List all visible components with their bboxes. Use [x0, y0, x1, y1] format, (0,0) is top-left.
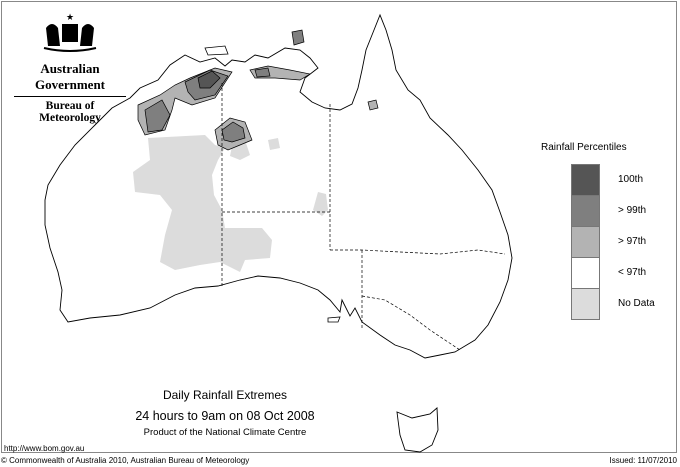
government-logo: ★ Australian Government Bureau of Meteor…: [10, 12, 130, 124]
tasmania-coastline: [396, 407, 439, 453]
border-qld-nsw: [330, 249, 506, 255]
map-product: Product of the National Climate Centre: [143, 427, 307, 438]
legend-swatch-97th: [571, 227, 600, 258]
above-99th-region-arnhem: [254, 67, 271, 78]
copyright: © Commonwealth of Australia 2010, Austra…: [1, 456, 250, 465]
percentile-100-region: [197, 70, 221, 89]
legend-label: > 97th: [618, 236, 647, 247]
legend-label: > 99th: [618, 205, 647, 216]
legend-swatches: [571, 164, 600, 320]
above-99th-region: [144, 99, 171, 133]
legend-swatch-below-97th: [571, 258, 600, 289]
map-title: Daily Rainfall Extremes: [162, 388, 288, 402]
legend-swatch-no-data: [571, 289, 600, 320]
legend-swatch-99th: [571, 196, 600, 227]
legend: Rainfall Percentiles 100th > 99th > 97th…: [541, 142, 655, 320]
kangaroo-island: [327, 316, 341, 323]
no-data-region-nt2: [268, 138, 280, 150]
legend-label: < 97th: [618, 267, 647, 278]
website-link[interactable]: http://www.bom.gov.au: [4, 444, 85, 453]
mainland-coastline: [44, 13, 513, 359]
above-97th-region-gulf: [367, 99, 379, 111]
legend-title: Rainfall Percentiles: [541, 142, 627, 153]
government-name: Australian Government: [34, 61, 106, 92]
map-titles: Daily Rainfall Extremes 24 hours to 9am …: [100, 388, 350, 438]
border-nsw-vic: [361, 295, 461, 351]
melville-island: [204, 45, 229, 56]
legend-swatch-100th: [571, 164, 600, 196]
above-99th-region-nt: [221, 121, 246, 143]
no-data-region-wa: [133, 135, 272, 272]
no-data-region-nt: [313, 192, 328, 216]
coat-of-arms-icon: ★: [43, 12, 97, 52]
above-99th-region-capeyork: [291, 29, 305, 46]
map-period: 24 hours to 9am on 08 Oct 2008: [135, 409, 315, 423]
legend-label: 100th: [618, 174, 644, 185]
issued-date: Issued: 11/07/2010: [609, 456, 677, 465]
svg-text:★: ★: [66, 12, 74, 22]
legend-label: No Data: [618, 298, 655, 309]
agency-name: Bureau of Meteorology: [14, 96, 126, 124]
map-frame: [1, 1, 677, 453]
state-borders: [221, 83, 506, 351]
